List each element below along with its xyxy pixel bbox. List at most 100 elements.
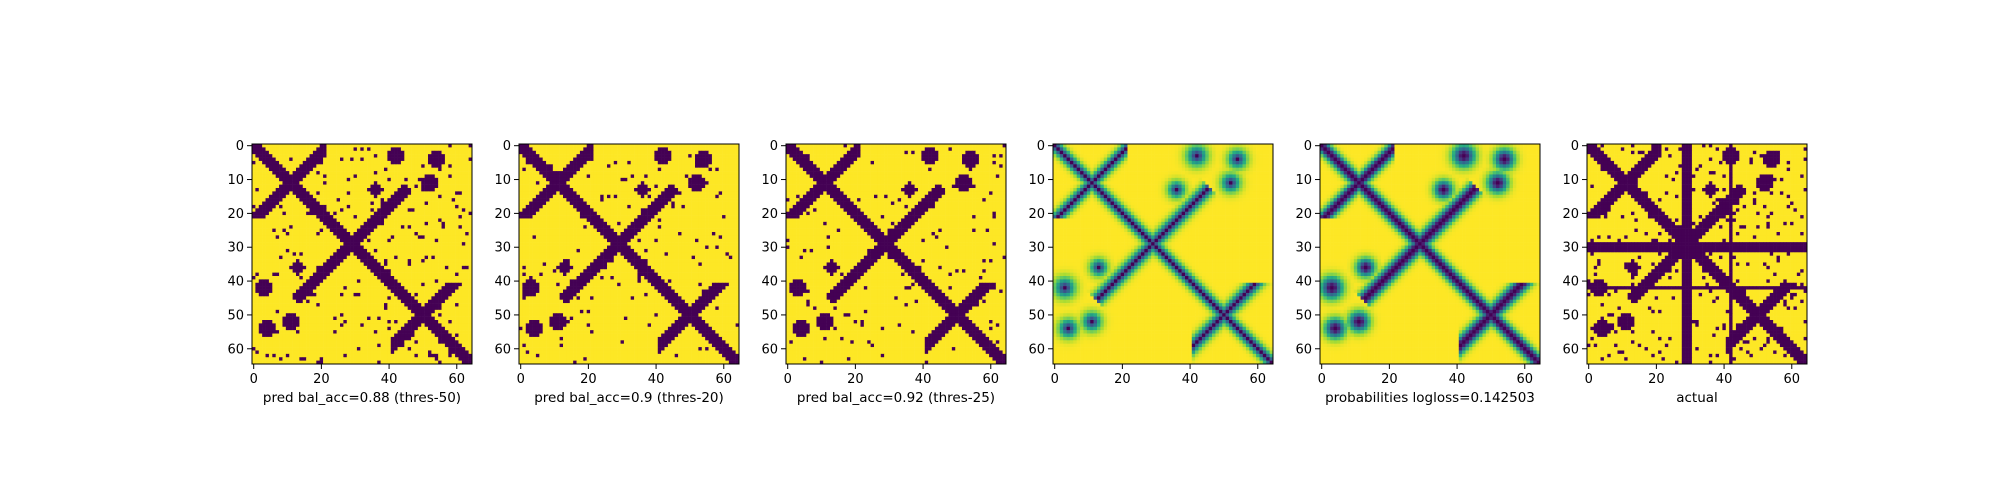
heatmap-cell <box>326 282 331 287</box>
heatmap-cell <box>458 174 463 179</box>
heatmap-cell <box>326 292 331 297</box>
heatmap-cell <box>414 174 419 179</box>
heatmap-cell <box>279 232 283 236</box>
heatmap-cell <box>397 343 402 348</box>
heatmap-cell <box>411 154 415 158</box>
heatmap-cell <box>384 320 388 324</box>
heatmap-cell <box>377 282 381 287</box>
heatmap-cell <box>428 252 432 256</box>
heatmap-cell <box>319 154 324 158</box>
heatmap-cell <box>360 144 364 148</box>
heatmap-cell <box>637 171 642 175</box>
heatmap-cell <box>343 265 348 270</box>
heatmap-cell <box>468 286 473 290</box>
heatmap-cell <box>414 313 419 317</box>
heatmap-cell <box>319 228 324 233</box>
heatmap-cell <box>384 309 388 314</box>
heatmap-cell <box>367 326 371 331</box>
heatmap-cell <box>343 333 348 338</box>
heatmap-cell <box>346 340 351 344</box>
heatmap-cell <box>566 147 571 152</box>
heatmap-cell <box>360 242 364 246</box>
heatmap-cell <box>620 171 625 175</box>
heatmap-cell <box>299 242 304 246</box>
heatmap-cell <box>343 272 348 277</box>
heatmap-cell <box>411 157 415 162</box>
heatmap-cell <box>465 262 469 267</box>
heatmap-cell <box>414 171 419 175</box>
heatmap-cell <box>285 147 290 152</box>
heatmap-cell <box>296 347 300 351</box>
heatmap-cell <box>651 147 655 152</box>
heatmap-cell <box>400 232 405 236</box>
heatmap-cell <box>272 177 276 182</box>
heatmap-cell <box>306 326 310 331</box>
heatmap-cell <box>373 215 378 219</box>
heatmap-cell <box>306 255 310 260</box>
heatmap-cell <box>316 353 320 358</box>
heatmap-cell <box>434 357 439 361</box>
heatmap-cell <box>360 174 364 179</box>
heatmap-cell <box>329 144 334 148</box>
heatmap-cell <box>319 350 324 355</box>
heatmap-cell <box>316 309 320 314</box>
heatmap-cell <box>390 191 395 196</box>
heatmap-cell <box>350 160 354 165</box>
heatmap-cell <box>336 279 341 284</box>
heatmap-cell <box>451 235 456 240</box>
heatmap-cell <box>279 336 283 341</box>
heatmap-cell <box>350 347 354 351</box>
heatmap-cell <box>309 296 314 300</box>
heatmap-cell <box>319 360 324 365</box>
heatmap-cell <box>350 225 354 229</box>
heatmap-cell <box>461 191 466 196</box>
heatmap-cell <box>363 320 368 324</box>
heatmap-cell <box>268 313 273 317</box>
heatmap-cell <box>400 215 405 219</box>
heatmap-cell <box>340 238 344 243</box>
heatmap-cell <box>252 262 256 267</box>
heatmap-cell <box>411 360 415 365</box>
heatmap-cell <box>289 272 293 277</box>
heatmap-cell <box>336 211 341 216</box>
heatmap-cell <box>333 248 337 253</box>
heatmap-cell <box>394 154 398 158</box>
heatmap-cell <box>292 181 297 185</box>
heatmap-cell <box>255 262 260 267</box>
heatmap-cell <box>465 144 469 148</box>
heatmap-cell <box>289 259 293 263</box>
heatmap-cell <box>329 262 334 267</box>
heatmap-cell <box>272 221 276 226</box>
heatmap-cell <box>289 265 293 270</box>
heatmap-cell <box>343 198 348 202</box>
heatmap-cell <box>282 154 287 158</box>
heatmap-cell <box>377 252 381 256</box>
heatmap-cell <box>414 336 419 341</box>
heatmap-cell <box>350 188 354 192</box>
heatmap-cell <box>299 174 304 179</box>
heatmap-cell <box>272 360 276 365</box>
heatmap-cell <box>417 262 422 267</box>
heatmap-cell <box>387 353 392 358</box>
heatmap-cell <box>346 164 351 168</box>
heatmap-cell <box>292 313 297 317</box>
heatmap-cell <box>400 303 405 307</box>
heatmap-cell <box>265 221 270 226</box>
heatmap-cell <box>400 350 405 355</box>
heatmap-cell <box>252 276 256 280</box>
heatmap-cell <box>407 188 412 192</box>
heatmap-cell <box>691 167 696 172</box>
heatmap-cell <box>268 252 273 256</box>
heatmap-cell <box>438 316 442 321</box>
heatmap-cell <box>414 191 419 196</box>
heatmap-cell <box>299 323 304 328</box>
heatmap-cell <box>262 357 266 361</box>
heatmap-cell <box>603 181 608 185</box>
heatmap-cell <box>289 255 293 260</box>
heatmap-cell <box>370 154 375 158</box>
heatmap-cell <box>265 309 270 314</box>
heatmap-cell <box>292 245 297 250</box>
heatmap-cell <box>316 320 320 324</box>
heatmap-cell <box>384 306 388 311</box>
heatmap-cell <box>455 262 459 267</box>
